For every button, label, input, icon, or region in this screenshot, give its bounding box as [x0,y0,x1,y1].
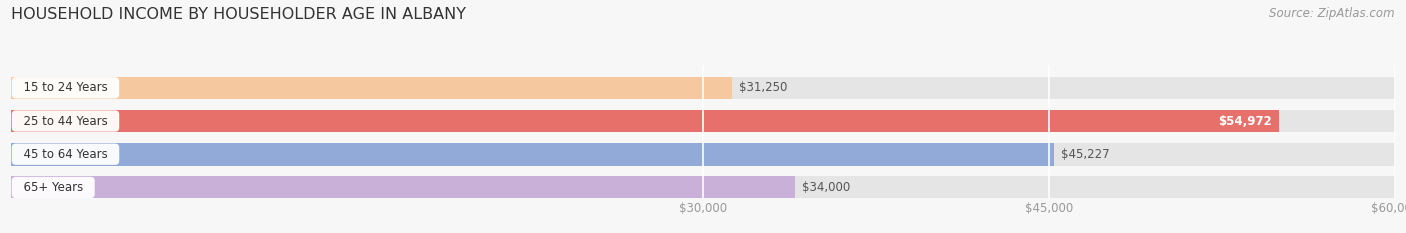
Bar [11,76,733,99]
Bar [11,176,796,199]
Text: 15 to 24 Years: 15 to 24 Years [15,81,115,94]
Text: Source: ZipAtlas.com: Source: ZipAtlas.com [1270,7,1395,20]
Text: $31,250: $31,250 [738,81,787,94]
Text: $54,972: $54,972 [1218,115,1272,127]
Text: $34,000: $34,000 [803,181,851,194]
Text: 45 to 64 Years: 45 to 64 Years [15,148,115,161]
Bar [11,176,1395,199]
Bar [11,76,1395,99]
Text: HOUSEHOLD INCOME BY HOUSEHOLDER AGE IN ALBANY: HOUSEHOLD INCOME BY HOUSEHOLDER AGE IN A… [11,7,467,22]
Bar [11,110,1279,132]
Bar [11,110,1395,132]
Bar [11,143,1054,165]
Bar [11,143,1395,165]
Text: 25 to 44 Years: 25 to 44 Years [15,115,115,127]
Text: $45,227: $45,227 [1062,148,1109,161]
Text: 65+ Years: 65+ Years [15,181,90,194]
